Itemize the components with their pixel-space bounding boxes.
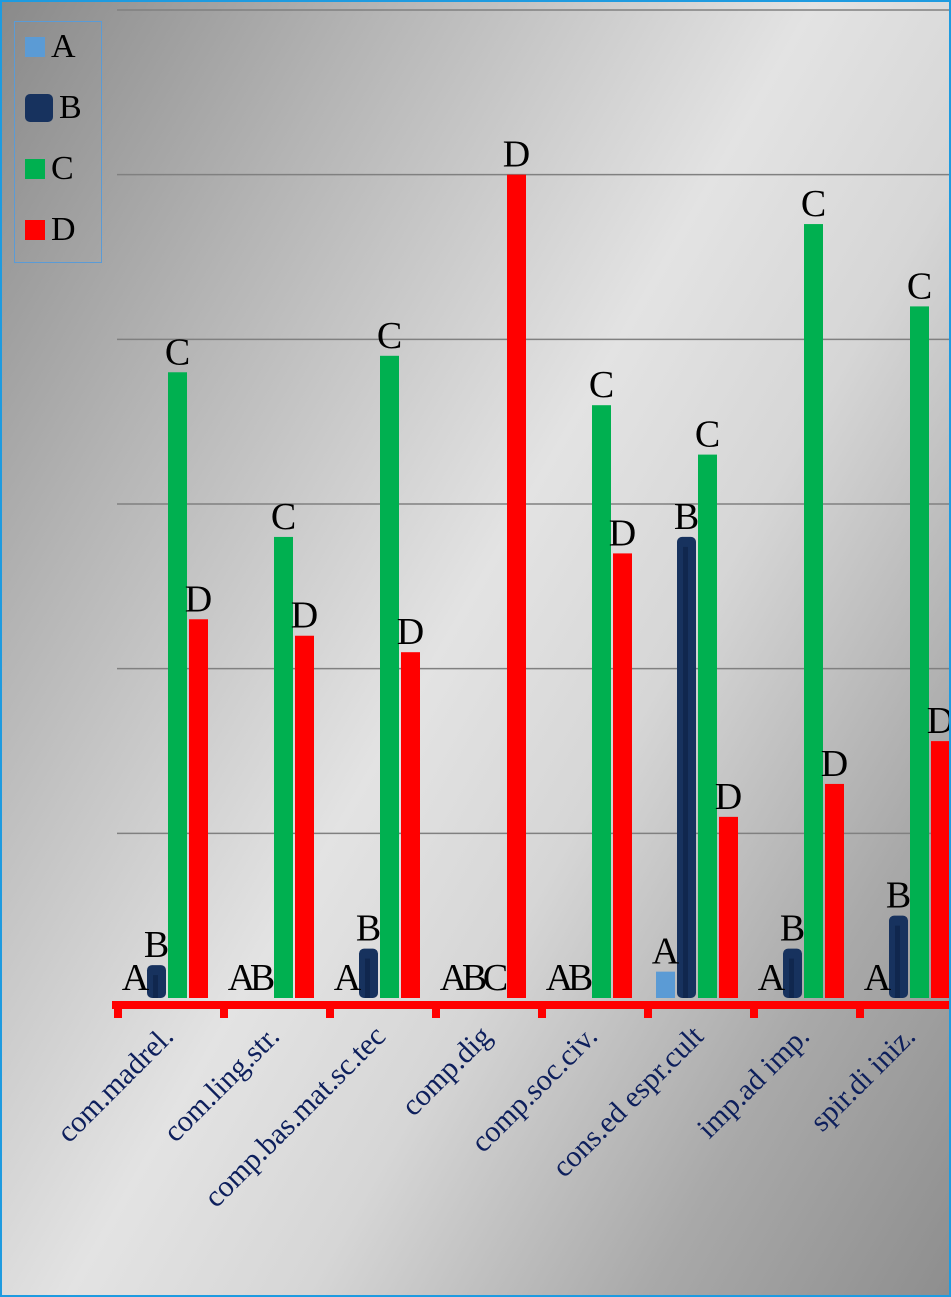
bar-shadow — [365, 958, 370, 998]
data-label-d-3: D — [397, 611, 424, 653]
data-label-a-8: A — [864, 957, 892, 999]
bar-c-5 — [592, 405, 611, 998]
data-label-b-3: B — [356, 908, 381, 950]
data-label-b-1: B — [144, 924, 169, 966]
data-label-d-7: D — [821, 743, 848, 785]
data-label-d-4: D — [503, 134, 530, 176]
data-label-b-5: B — [568, 957, 593, 999]
legend-entry-a: A — [25, 30, 76, 64]
bar-c-3 — [380, 355, 399, 998]
data-label-a-2: A — [228, 957, 256, 999]
data-label-a-1: A — [122, 957, 150, 999]
bar-d-5 — [613, 553, 632, 998]
legend-label-b: B — [59, 89, 82, 126]
bar-c-2 — [274, 536, 293, 998]
data-label-b-4: B — [462, 957, 487, 999]
bar-d-6 — [719, 816, 738, 998]
bar-c-7 — [804, 224, 823, 999]
bar-d-8 — [931, 741, 949, 998]
data-label-d-1: D — [185, 578, 212, 620]
legend-label-d: D — [51, 211, 76, 248]
category-labels: com.madrel.com.ling.str.comp.bas.mat.sc.… — [51, 1019, 922, 1214]
category-label-4: comp.dig — [395, 1020, 498, 1123]
data-label-b-6: B — [674, 496, 699, 538]
legend-swatch-a — [25, 37, 45, 57]
data-label-c-8: C — [907, 265, 932, 307]
data-label-c-2: C — [271, 496, 296, 538]
bar-c-1 — [168, 372, 187, 998]
data-label-a-3: A — [334, 957, 362, 999]
bar-c-8 — [910, 306, 929, 998]
data-label-b-7: B — [780, 908, 805, 950]
bar-d-2 — [295, 635, 314, 998]
bar-shadow — [153, 975, 158, 998]
legend-swatch-d — [25, 220, 45, 240]
legend-entry-b: B — [25, 91, 82, 125]
legend-label-a: A — [51, 28, 76, 65]
data-label-b-8: B — [886, 875, 911, 917]
data-label-a-5: A — [546, 957, 574, 999]
data-label-d-6: D — [715, 776, 742, 818]
bar-d-1 — [189, 619, 208, 998]
data-label-d-8: D — [927, 700, 949, 742]
category-label-7: imp.ad imp. — [691, 1020, 816, 1145]
legend-swatch-c — [25, 159, 45, 179]
bar-shadow — [683, 546, 688, 998]
data-label-d-5: D — [609, 512, 636, 554]
data-label-c-6: C — [695, 414, 720, 456]
category-label-8: spir.di iniz. — [804, 1020, 922, 1138]
bar-d-3 — [401, 652, 420, 998]
data-label-a-6: A — [652, 931, 680, 973]
bar-shadow — [895, 925, 900, 998]
bars — [147, 174, 949, 999]
data-label-a-7: A — [758, 957, 786, 999]
data-label-d-2: D — [291, 595, 318, 637]
bar-c-6 — [698, 454, 717, 999]
x-axis — [112, 1001, 949, 1018]
data-label-c-3: C — [377, 315, 402, 357]
data-label-c-5: C — [589, 364, 614, 406]
legend-entry-c: C — [25, 152, 74, 186]
bar-d-4 — [507, 174, 526, 998]
data-label-c-4: C — [483, 957, 508, 999]
gridlines — [117, 9, 949, 835]
legend-entry-d: D — [25, 213, 76, 247]
legend-label-c: C — [51, 150, 74, 187]
data-label-b-2: B — [250, 957, 275, 999]
category-label-3: comp.bas.mat.sc.tec — [198, 1020, 392, 1214]
bar-a-6 — [656, 971, 675, 998]
data-label-c-7: C — [801, 183, 826, 225]
bar-d-7 — [825, 783, 844, 998]
data-label-c-1: C — [165, 331, 190, 373]
data-label-a-4: A — [440, 957, 468, 999]
legend-swatch-b — [25, 94, 53, 122]
bar-shadow — [789, 958, 794, 998]
